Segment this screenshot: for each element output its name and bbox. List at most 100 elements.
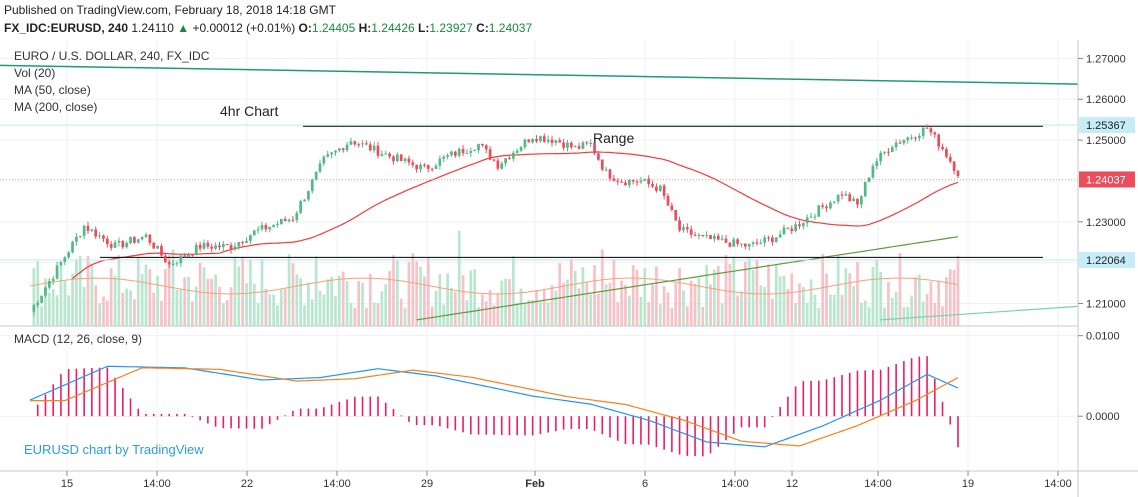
candle-body xyxy=(283,218,287,222)
candle-body xyxy=(314,171,318,180)
volume-bar xyxy=(581,267,585,326)
volume-bar xyxy=(825,273,828,326)
candle-body xyxy=(415,164,419,170)
volume-bar xyxy=(218,286,221,326)
candle-body xyxy=(249,235,252,241)
ma200-legend: MA (200, close) xyxy=(14,100,97,114)
candle-body xyxy=(206,242,210,247)
volume-bar xyxy=(450,287,453,326)
candle-body xyxy=(152,242,156,249)
candle-body xyxy=(113,242,117,248)
volume-bar xyxy=(102,296,105,326)
volume-bar xyxy=(685,306,689,326)
candle-body xyxy=(175,263,179,265)
candle-body xyxy=(535,139,538,142)
volume-bar xyxy=(647,302,651,326)
volume-bar xyxy=(523,303,527,326)
candle-body xyxy=(310,179,314,192)
volume-bar xyxy=(307,282,310,326)
time-tick-label: Feb xyxy=(525,478,545,490)
volume-bar xyxy=(682,290,685,326)
candle-body xyxy=(778,234,782,238)
candle-body xyxy=(140,236,144,240)
candle-body xyxy=(732,239,736,247)
volume-bar xyxy=(272,294,275,326)
volume-bar xyxy=(910,295,913,326)
volume-bar xyxy=(337,275,341,326)
candle-body xyxy=(682,227,685,231)
macd-plot xyxy=(29,356,959,457)
volume-bar xyxy=(264,289,268,326)
volume-bar xyxy=(51,289,55,326)
volume-bar xyxy=(376,303,380,326)
candle-body xyxy=(562,142,565,148)
volume-bar xyxy=(751,270,755,326)
volume-bar xyxy=(349,302,353,326)
volume-bar xyxy=(856,261,859,326)
candle-body xyxy=(670,205,674,210)
close-value: 1.24037 xyxy=(488,21,533,35)
candle-body xyxy=(496,160,500,169)
candle-body xyxy=(481,143,484,146)
volume-bar xyxy=(624,284,627,326)
candle-body xyxy=(523,139,527,148)
candle-body xyxy=(798,224,801,227)
volume-bar xyxy=(635,269,639,326)
volume-bar xyxy=(906,306,910,326)
volume-bar xyxy=(156,275,159,326)
volume-bar xyxy=(457,230,461,326)
candle-body xyxy=(446,155,449,157)
volume-bar xyxy=(728,264,732,326)
volume-bar xyxy=(86,255,90,326)
candle-body xyxy=(156,246,159,249)
volume-bar xyxy=(875,260,879,326)
volume-bar xyxy=(504,278,507,326)
candle-body xyxy=(299,201,303,213)
candle-body xyxy=(129,237,132,243)
price-tick-label: 1.26000 xyxy=(1086,94,1126,106)
candle-body xyxy=(330,152,333,155)
candle-body xyxy=(890,147,894,153)
candle-body xyxy=(148,234,152,243)
macd-tick-label: 0.0100 xyxy=(1086,331,1120,343)
signal-line xyxy=(30,367,959,447)
price-badge xyxy=(1079,252,1135,269)
volume-bar xyxy=(179,289,183,326)
candle-body xyxy=(956,170,960,177)
volume-bar xyxy=(616,302,620,326)
candle-body xyxy=(747,244,751,247)
macd-axis[interactable]: 0.0100 0.0000 xyxy=(1078,331,1120,424)
candle-body xyxy=(376,145,380,156)
candle-body xyxy=(307,191,310,200)
volume-bar xyxy=(701,307,705,326)
candle-body xyxy=(755,242,759,244)
candle-body xyxy=(701,234,705,236)
volume-bar xyxy=(593,265,596,326)
chart-area[interactable]: 1.27000 1.26000 1.25000 1.23000 1.21000 1.253… xyxy=(0,40,1138,497)
candle-body xyxy=(411,162,415,165)
volume-bar xyxy=(133,299,136,326)
candle-body xyxy=(624,182,627,186)
time-tick-label: 19 xyxy=(962,478,974,490)
volume-bar xyxy=(419,266,422,326)
candle-body xyxy=(450,151,453,156)
volume-bar xyxy=(956,255,960,326)
candle-body xyxy=(508,158,511,160)
candle-body xyxy=(790,228,794,232)
candle-body xyxy=(917,135,921,139)
volume-bar xyxy=(78,255,82,326)
candle-body xyxy=(832,201,836,203)
candle-body xyxy=(237,242,241,247)
volume-bar xyxy=(747,258,751,326)
symbol-quote-line: FX_IDC:EURUSD, 240 1.24110 ▲ +0.00012 (+… xyxy=(4,21,532,35)
volume-bar xyxy=(558,263,562,326)
volume-bar xyxy=(651,283,654,326)
volume-bar xyxy=(225,300,229,326)
candle-body xyxy=(171,263,175,265)
candle-body xyxy=(36,302,40,306)
price-axis[interactable]: 1.27000 1.26000 1.25000 1.23000 1.21000 1.253… xyxy=(1078,53,1135,311)
time-axis[interactable]: 15 14:00 22 14:00 29 Feb 6 14:00 12 14:00 19 14:00 xyxy=(61,471,1072,490)
candle-body xyxy=(419,164,422,170)
volume-bar xyxy=(937,280,941,326)
volume-bar xyxy=(438,274,442,326)
